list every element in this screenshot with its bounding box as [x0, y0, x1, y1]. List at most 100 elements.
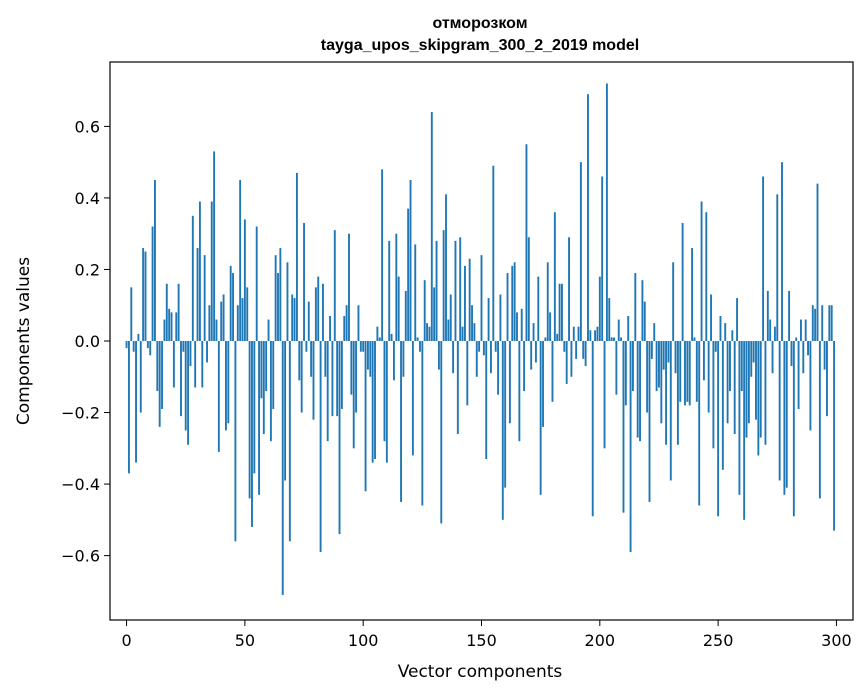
bar-158 — [499, 294, 502, 341]
bar-195 — [587, 94, 589, 341]
bar-198 — [594, 330, 597, 341]
bar-113 — [393, 341, 395, 381]
bar-283 — [795, 337, 798, 341]
bar-80 — [314, 287, 317, 341]
x-tick-label-0: 0 — [121, 631, 131, 650]
bar-254 — [726, 341, 729, 424]
bar-281 — [790, 341, 793, 367]
bar-255 — [729, 341, 731, 392]
bar-60 — [267, 319, 270, 341]
bar-226 — [660, 341, 663, 424]
bar-111 — [388, 240, 391, 341]
bar-98 — [357, 305, 360, 341]
bar-13 — [156, 341, 159, 392]
bar-73 — [298, 341, 301, 381]
bar-241 — [695, 341, 698, 402]
bar-78 — [310, 341, 313, 377]
bar-23 — [180, 341, 182, 417]
bar-204 — [608, 298, 611, 341]
bar-70 — [291, 294, 294, 341]
bar-247 — [710, 294, 712, 341]
bar-108 — [381, 169, 384, 341]
bar-272 — [769, 319, 772, 341]
bar-296 — [826, 341, 828, 417]
bar-266 — [755, 341, 757, 420]
bar-145 — [468, 258, 471, 341]
bar-216 — [636, 341, 639, 438]
bar-110 — [385, 341, 388, 463]
bar-22 — [177, 283, 180, 341]
bar-14 — [158, 341, 161, 427]
bar-9 — [146, 341, 149, 349]
y-tick-label-5: 0.4 — [75, 189, 100, 208]
bar-120 — [409, 180, 412, 341]
bar-48 — [239, 180, 242, 341]
bar-85 — [326, 341, 329, 442]
bar-276 — [778, 341, 781, 481]
bar-237 — [686, 341, 689, 402]
bar-17 — [165, 283, 168, 341]
bar-294 — [821, 305, 824, 341]
bar-201 — [601, 176, 604, 341]
bar-188 — [570, 341, 573, 377]
bar-133 — [440, 341, 443, 524]
bar-39 — [217, 341, 220, 452]
bar-30 — [196, 248, 199, 341]
bar-21 — [175, 312, 178, 341]
bar-184 — [561, 283, 563, 341]
bar-67 — [284, 341, 287, 481]
bar-117 — [402, 341, 405, 377]
bar-173 — [534, 341, 537, 363]
bar-55 — [255, 226, 258, 341]
bar-279 — [785, 341, 788, 488]
bar-20 — [172, 341, 175, 388]
bar-232 — [674, 341, 677, 374]
bar-187 — [568, 237, 570, 341]
bar-136 — [447, 319, 450, 341]
bar-69 — [288, 341, 291, 542]
bar-231 — [672, 262, 675, 341]
bar-179 — [549, 312, 552, 341]
bar-126 — [423, 280, 426, 341]
bar-18 — [168, 308, 171, 341]
bar-221 — [648, 341, 651, 502]
bar-289 — [809, 341, 812, 431]
bar-285 — [800, 319, 802, 341]
bar-284 — [797, 341, 800, 409]
bar-62 — [272, 341, 275, 409]
bar-65 — [279, 248, 282, 341]
y-tick-label-2: −0.2 — [61, 404, 100, 423]
bar-42 — [225, 341, 227, 431]
bar-152 — [485, 341, 488, 460]
chart-title-line-2: tayga_upos_skipgram_300_2_2019 model — [321, 37, 639, 54]
bar-292 — [816, 183, 819, 341]
bar-28 — [191, 215, 194, 341]
bar-189 — [572, 326, 575, 341]
bar-240 — [693, 337, 696, 341]
bar-47 — [236, 305, 239, 341]
bar-5 — [137, 333, 140, 341]
bar-175 — [539, 341, 542, 495]
bar-267 — [757, 341, 760, 456]
bar-244 — [702, 341, 705, 381]
y-tick-label-0: −0.6 — [61, 547, 100, 566]
bar-19 — [170, 312, 173, 341]
bar-271 — [766, 290, 769, 341]
bar-202 — [603, 341, 606, 449]
bar-53 — [251, 341, 253, 527]
bar-128 — [428, 326, 431, 341]
bar-135 — [445, 194, 447, 341]
bar-44 — [229, 265, 232, 341]
bar-84 — [324, 341, 327, 377]
bar-101 — [364, 341, 367, 492]
bar-160 — [504, 341, 507, 488]
bar-68 — [286, 262, 289, 341]
bar-156 — [494, 341, 497, 352]
y-tick-label-3: 0.0 — [75, 332, 100, 351]
bar-43 — [227, 341, 230, 424]
y-axis-label: Components values — [14, 257, 34, 425]
bar-94 — [348, 233, 350, 341]
bar-66 — [281, 341, 284, 595]
bar-207 — [615, 341, 618, 395]
bar-16 — [163, 319, 166, 341]
